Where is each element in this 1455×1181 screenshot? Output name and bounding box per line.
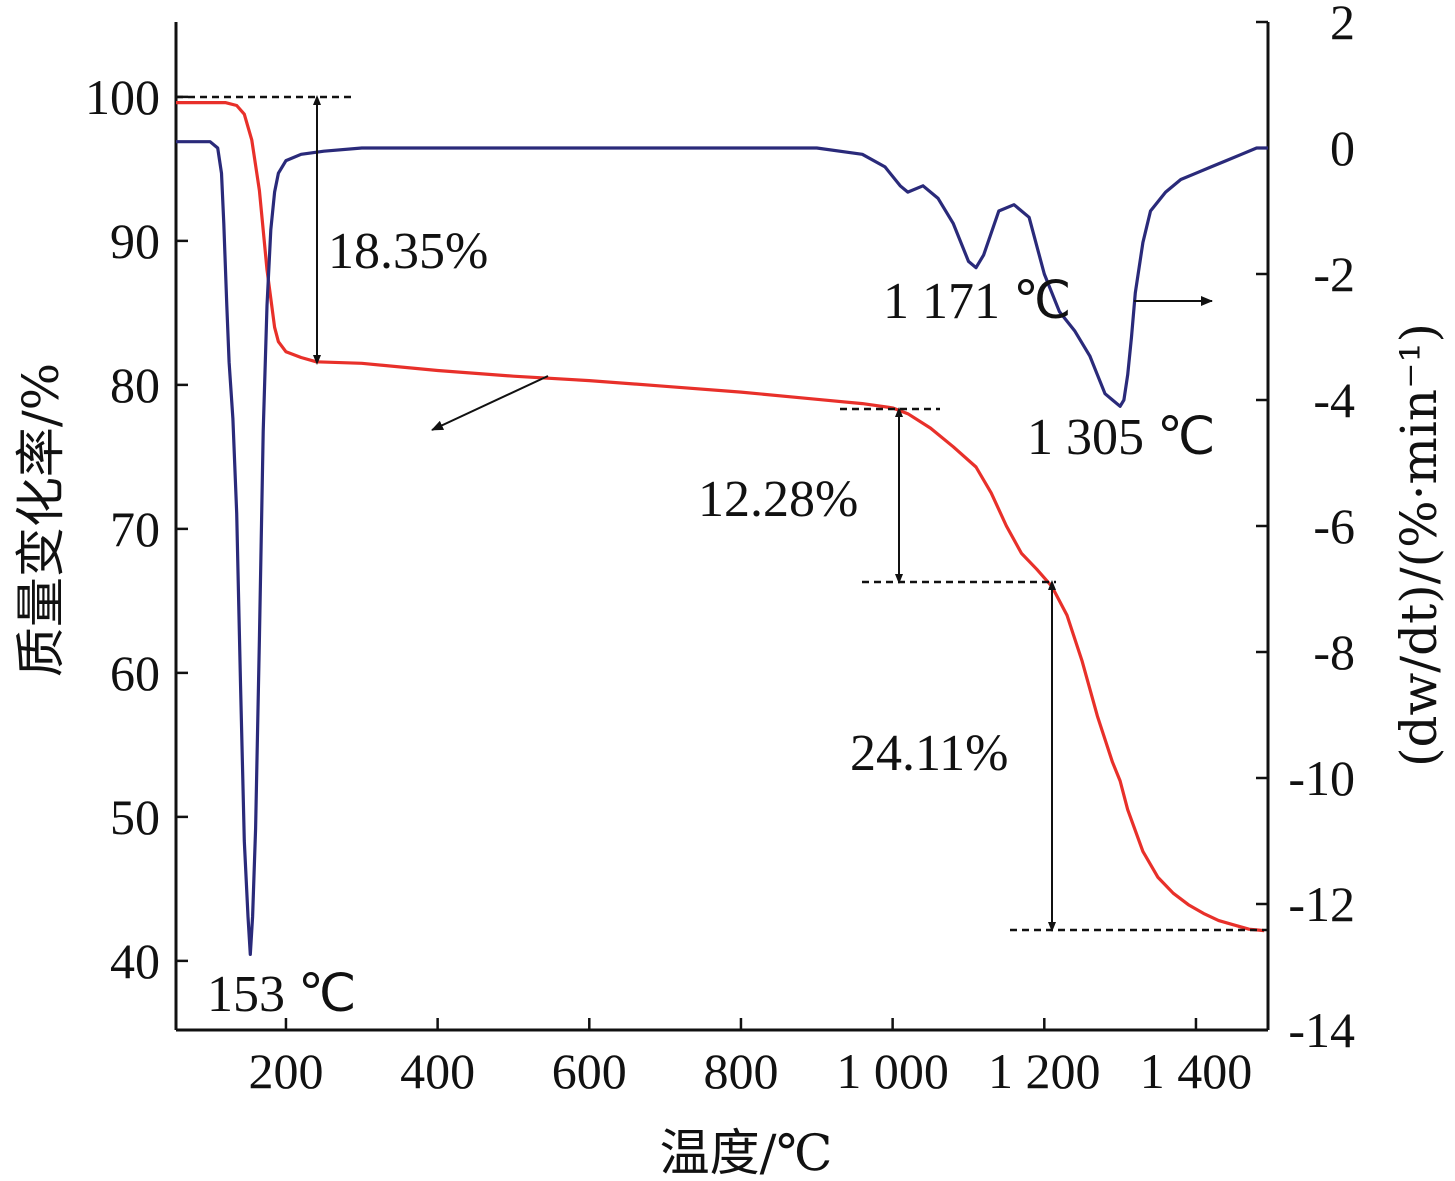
left-tick-label: 90 [110,213,160,269]
x-tick-label: 1 000 [836,1043,949,1099]
right-axis-ticks: 2 0 -2 -4 -6 -8 -10 -12 -14 [1256,0,1355,1058]
right-tick-label: -10 [1288,750,1355,806]
right-tick-label: -14 [1288,1002,1355,1058]
left-tick-label: 60 [110,645,160,701]
mass-loss-label-2: 12.28% [698,471,858,528]
right-tick-label: 2 [1330,0,1355,50]
x-tick-label: 800 [703,1043,778,1099]
x-tick-label: 600 [552,1043,627,1099]
tg-mass-curve [176,101,1265,933]
right-tick-label: -8 [1313,624,1355,680]
right-tick-label: -2 [1313,246,1355,302]
left-tick-label: 50 [110,789,160,845]
peak-label-153: 153 ℃ [207,966,356,1023]
x-axis-ticks: 200 400 600 800 1 000 1 200 1 400 [248,1018,1252,1099]
right-tick-label: 0 [1330,120,1355,176]
peak-label-1171: 1 171 ℃ [883,273,1071,330]
right-tick-label: -12 [1288,876,1355,932]
left-tick-label: 80 [110,357,160,413]
left-tick-label: 100 [85,69,160,125]
x-tick-label: 1 400 [1140,1043,1253,1099]
series-layer [176,101,1268,956]
x-tick-label: 400 [400,1043,475,1099]
left-tick-label: 70 [110,501,160,557]
right-tick-label: -6 [1313,498,1355,554]
dtg-rate-curve [176,140,1268,956]
peak-label-1305: 1 305 ℃ [1027,409,1215,466]
annotation-layer: 153 ℃ 1 171 ℃ 1 305 ℃ 18.35% 12.28% 24.1… [176,95,1268,1023]
right-tick-label: -4 [1313,372,1355,428]
x-axis-title: 温度/℃ [660,1124,833,1181]
right-axis-title: (dw/dt)/(%·min⁻¹) [1390,323,1448,767]
left-axis-pointer-arrow [431,375,549,431]
mass-loss-label-1: 18.35% [328,223,488,280]
left-axis-title: 质量变化率/% [12,363,70,677]
left-axis-ticks: 40 50 60 70 80 90 100 [85,69,188,989]
left-tick-label: 40 [110,933,160,989]
x-tick-label: 1 200 [988,1043,1101,1099]
mass-loss-label-3: 24.11% [850,725,1008,782]
x-tick-label: 200 [248,1043,323,1099]
